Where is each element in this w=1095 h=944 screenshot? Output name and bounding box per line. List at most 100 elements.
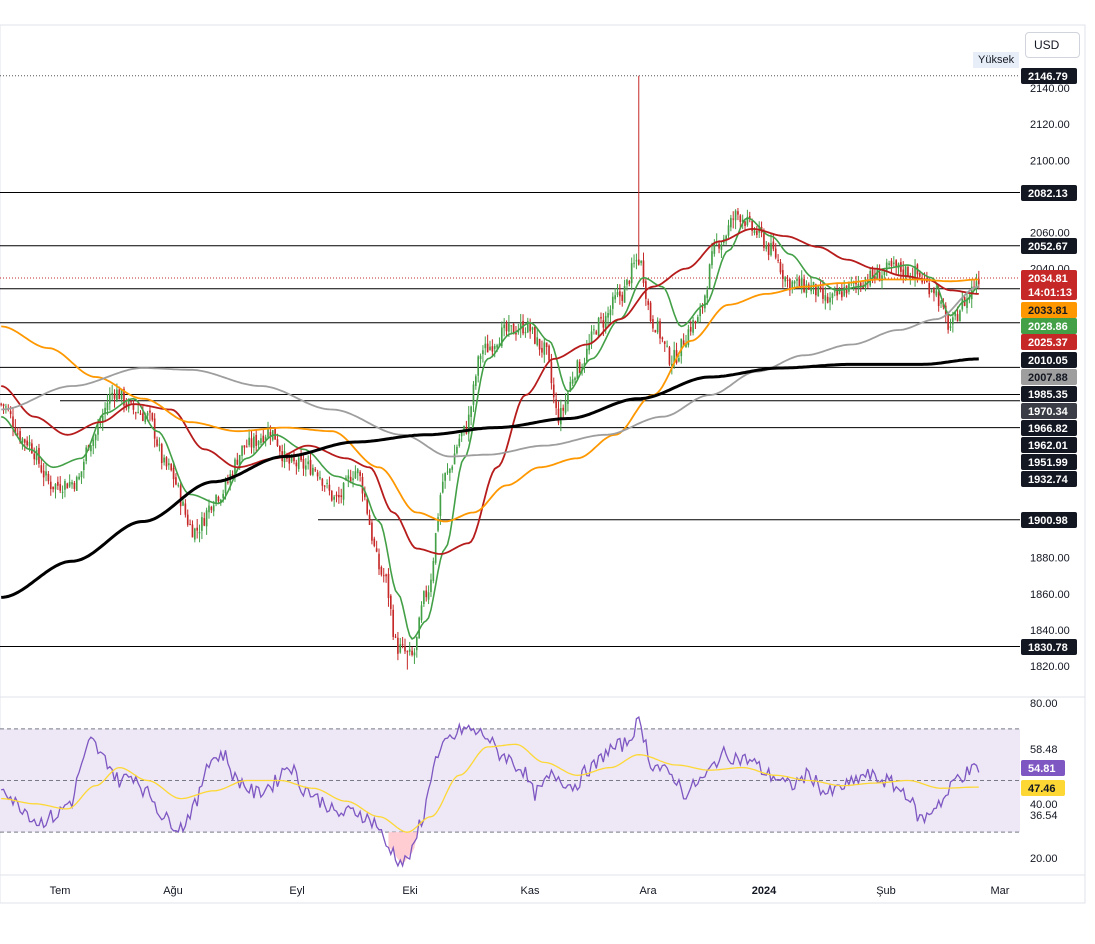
time-tick-label: Mar	[991, 885, 1010, 897]
candle-body	[748, 216, 751, 219]
candle-body	[314, 469, 317, 471]
candle-body	[668, 347, 671, 365]
candle-body	[926, 279, 928, 283]
candle-body	[9, 411, 12, 415]
candle-body	[921, 279, 923, 283]
candle-body	[772, 241, 775, 249]
candle-body	[364, 493, 366, 498]
candle-body	[45, 471, 47, 476]
price-badge-value: 2010.05	[1028, 355, 1068, 367]
candle-body	[607, 312, 609, 318]
candle-body	[517, 330, 520, 333]
candle-body	[186, 514, 189, 525]
rsi-badge-box	[1021, 780, 1065, 796]
candle-body	[54, 483, 57, 490]
candle-body	[597, 317, 600, 337]
candle-body	[491, 346, 494, 352]
candle-body	[628, 280, 631, 284]
candle-body	[904, 266, 907, 278]
candle-body	[14, 427, 17, 434]
candle-body	[652, 319, 654, 329]
candle-body	[635, 260, 638, 262]
candle-body	[678, 358, 680, 362]
candle-body	[680, 338, 683, 357]
candle-body	[486, 343, 489, 353]
time-tick-label: Kas	[521, 885, 540, 897]
moving-average-black	[1, 357, 979, 599]
candle-body	[472, 384, 475, 405]
candle-body	[864, 279, 867, 288]
candle-body	[763, 233, 765, 248]
price-badge-box	[1021, 334, 1077, 350]
high-label: Yüksek	[973, 52, 1020, 68]
candle-body	[394, 636, 397, 638]
candle-body	[574, 377, 576, 381]
candle-body	[604, 315, 607, 331]
candle-body	[855, 282, 857, 285]
candle-body	[463, 425, 465, 431]
candle-body	[309, 459, 312, 475]
candle-body	[456, 446, 458, 454]
candle-body	[5, 406, 7, 408]
candle-body	[640, 261, 642, 263]
price-badge-box	[1021, 185, 1077, 201]
candle-body	[267, 429, 269, 438]
candle-body	[966, 298, 968, 308]
candle-body	[392, 609, 395, 637]
candle-body	[47, 473, 50, 482]
rsi-tick-label: 20.00	[1030, 853, 1058, 865]
candle-body	[482, 350, 484, 355]
candle-body	[177, 484, 180, 486]
candle-body	[890, 260, 893, 266]
candle-body	[2, 404, 5, 407]
price-tick-label: 2140.00	[1030, 83, 1070, 95]
price-badge-value: 2034.81	[1028, 273, 1068, 285]
rsi-oversold-fill	[388, 832, 422, 864]
candle-body	[425, 590, 428, 598]
candle-body	[330, 490, 333, 501]
candle-body	[90, 445, 92, 452]
candle-body	[479, 355, 482, 360]
candle-body	[930, 290, 933, 292]
price-tick-label: 2100.00	[1030, 155, 1070, 167]
candle-body	[113, 393, 116, 399]
candle-body	[356, 469, 359, 474]
candle-body	[524, 332, 527, 334]
candle-body	[467, 414, 470, 434]
candle-body	[649, 302, 652, 322]
rsi-line	[1, 716, 980, 868]
currency-selector[interactable]: USD	[1025, 32, 1080, 58]
candle-body	[531, 327, 534, 330]
candle-body	[373, 538, 376, 546]
candle-body	[23, 439, 26, 443]
candle-body	[529, 323, 531, 332]
price-badge-value: 1970.34	[1028, 406, 1069, 418]
candle-body	[97, 427, 99, 435]
candle-body	[730, 218, 732, 228]
candle-body	[515, 332, 517, 335]
candle-body	[146, 412, 149, 416]
candle-body	[389, 595, 392, 609]
candle-body	[260, 438, 262, 444]
candle-body	[496, 345, 498, 348]
candle-body	[770, 243, 772, 256]
candle-body	[885, 262, 888, 273]
candle-body	[323, 485, 326, 487]
candle-body	[526, 321, 529, 333]
candle-body	[444, 472, 446, 481]
candle-body	[961, 298, 964, 310]
candle-body	[49, 481, 52, 490]
candle-body	[914, 265, 916, 278]
candle-body	[741, 219, 744, 222]
candle-body	[193, 528, 196, 540]
price-tick-label: 2120.00	[1030, 119, 1070, 131]
candle-body	[824, 295, 827, 301]
candle-body	[59, 484, 62, 491]
price-badge-box	[1021, 369, 1077, 385]
candle-body	[633, 262, 635, 264]
candle-body	[704, 295, 706, 309]
rsi-badge-box	[1021, 760, 1065, 776]
candle-body	[427, 592, 430, 600]
candle-body	[163, 457, 165, 463]
